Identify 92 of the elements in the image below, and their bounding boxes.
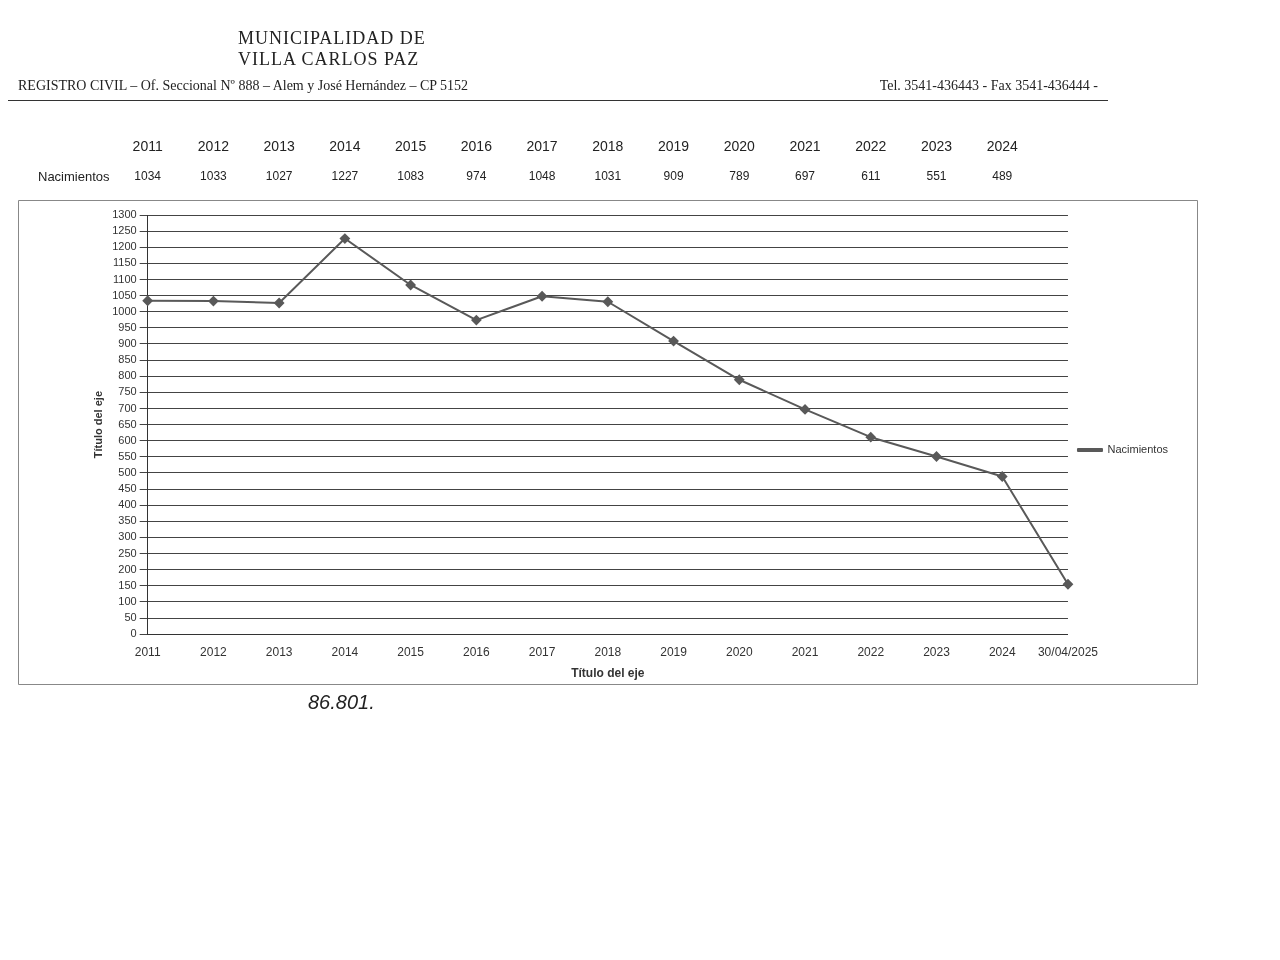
point <box>602 296 613 307</box>
x-tick-label: 2017 <box>528 644 556 659</box>
x-tick-label: 30/04/2025 <box>1037 644 1099 659</box>
chart-title: MUNICIPALIDAD DE VILLA CARLOS PAZ <box>238 28 427 70</box>
point <box>471 315 482 326</box>
category-label: 2024 <box>986 137 1018 154</box>
category-label: 2012 <box>197 137 229 154</box>
data-label: 1227 <box>331 169 359 184</box>
y-tick-label: 1250 <box>112 224 137 237</box>
data-label: 551 <box>926 169 947 184</box>
y-tick-label: 200 <box>118 562 137 575</box>
data-label: 1048 <box>528 169 556 184</box>
point <box>997 471 1008 482</box>
y-tick-label: 0 <box>130 627 137 640</box>
point <box>405 279 416 290</box>
x-tick-label: 2012 <box>200 644 228 659</box>
point <box>800 404 811 415</box>
x-tick-label: 2011 <box>134 644 161 659</box>
x-tick-label: 2020 <box>725 644 753 659</box>
y-tick-label: 550 <box>118 449 137 462</box>
x-tick-label: 2024 <box>988 644 1016 659</box>
y-tick-label: 650 <box>118 417 137 430</box>
x-axis-title: Título del eje <box>571 666 645 681</box>
x-tick-label: 2021 <box>791 644 819 659</box>
y-tick-label: 1200 <box>112 240 137 253</box>
point <box>931 451 942 462</box>
y-tick-label: 400 <box>118 498 137 511</box>
data-label: 1031 <box>594 169 622 184</box>
point <box>208 296 219 307</box>
y-tick-label: 300 <box>118 530 137 543</box>
category-label: 2015 <box>395 137 427 154</box>
point <box>339 233 350 244</box>
x-tick-label: 2019 <box>660 644 688 659</box>
x-tick-label: 2015 <box>397 644 425 659</box>
legend-label: Nacimientos <box>1107 443 1169 456</box>
data-label: 974 <box>466 169 487 184</box>
category-label: 2017 <box>526 137 558 154</box>
category-label: 2013 <box>263 137 295 154</box>
y-tick-label: 1050 <box>112 288 137 301</box>
x-tick-label: 2023 <box>923 644 951 659</box>
y-tick-label: 1000 <box>112 304 137 317</box>
x-tick-label: 2016 <box>463 644 491 659</box>
y-tick-label: 950 <box>118 320 137 333</box>
point <box>865 432 876 443</box>
data-label: 1033 <box>200 169 228 184</box>
text: Tel. 3541-436443 - Fax 3541-436444 - <box>879 78 1098 94</box>
x-tick-label: 2022 <box>857 644 885 659</box>
point <box>537 291 548 302</box>
category-label: 2021 <box>789 137 821 154</box>
data-label: 1083 <box>397 169 425 184</box>
y-tick-label: 800 <box>118 369 137 382</box>
category-label: 2016 <box>460 137 492 154</box>
data-label: 611 <box>861 169 881 184</box>
y-tick-label: 50 <box>124 611 137 624</box>
category-label: 2014 <box>329 137 361 154</box>
point <box>668 336 679 347</box>
category-label: 2020 <box>723 137 755 154</box>
y-tick-label: 100 <box>118 594 137 607</box>
category-label: 2011 <box>132 137 163 154</box>
category-label: 2019 <box>657 137 690 154</box>
chart-subtitle: REGISTRO CIVIL – Of. Seccional Nº 888 – Alem y José Hernández – CP 5152 <box>18 78 469 94</box>
data-label: 909 <box>663 169 684 184</box>
y-tick-label: 500 <box>118 466 137 478</box>
point <box>1062 579 1073 590</box>
y-tick-label: 150 <box>118 578 137 591</box>
y-tick-label: 900 <box>118 337 137 350</box>
point <box>734 374 745 385</box>
text: 86.801. <box>308 691 376 714</box>
y-tick-label: 600 <box>118 433 137 446</box>
x-tick-label: 2013 <box>265 644 293 659</box>
category-label: 2022 <box>855 137 887 154</box>
y-tick-label: 250 <box>118 546 137 559</box>
y-tick-label: 850 <box>118 353 137 366</box>
y-tick-label: 1150 <box>113 256 137 269</box>
data-label: 489 <box>992 169 1013 184</box>
category-label: 2018 <box>592 137 624 154</box>
category-label: 2023 <box>920 137 953 154</box>
data-label: 789 <box>729 169 750 184</box>
point <box>274 298 285 309</box>
y-tick-label: 750 <box>118 385 137 398</box>
y-tick-label: 700 <box>118 401 137 414</box>
y-axis-title: Título del eje <box>91 390 104 459</box>
y-tick-label: 350 <box>118 514 137 527</box>
x-tick-label: 2014 <box>331 644 359 659</box>
data-label: 1027 <box>265 169 293 184</box>
x-tick-label: 2018 <box>594 644 622 659</box>
y-tick-label: 1300 <box>112 208 137 221</box>
text: Nacimientos <box>38 168 110 184</box>
y-tick-label: 450 <box>118 482 137 495</box>
y-tick-label: 1100 <box>113 272 137 285</box>
data-label: 697 <box>795 169 816 184</box>
data-label: 1034 <box>134 169 162 184</box>
